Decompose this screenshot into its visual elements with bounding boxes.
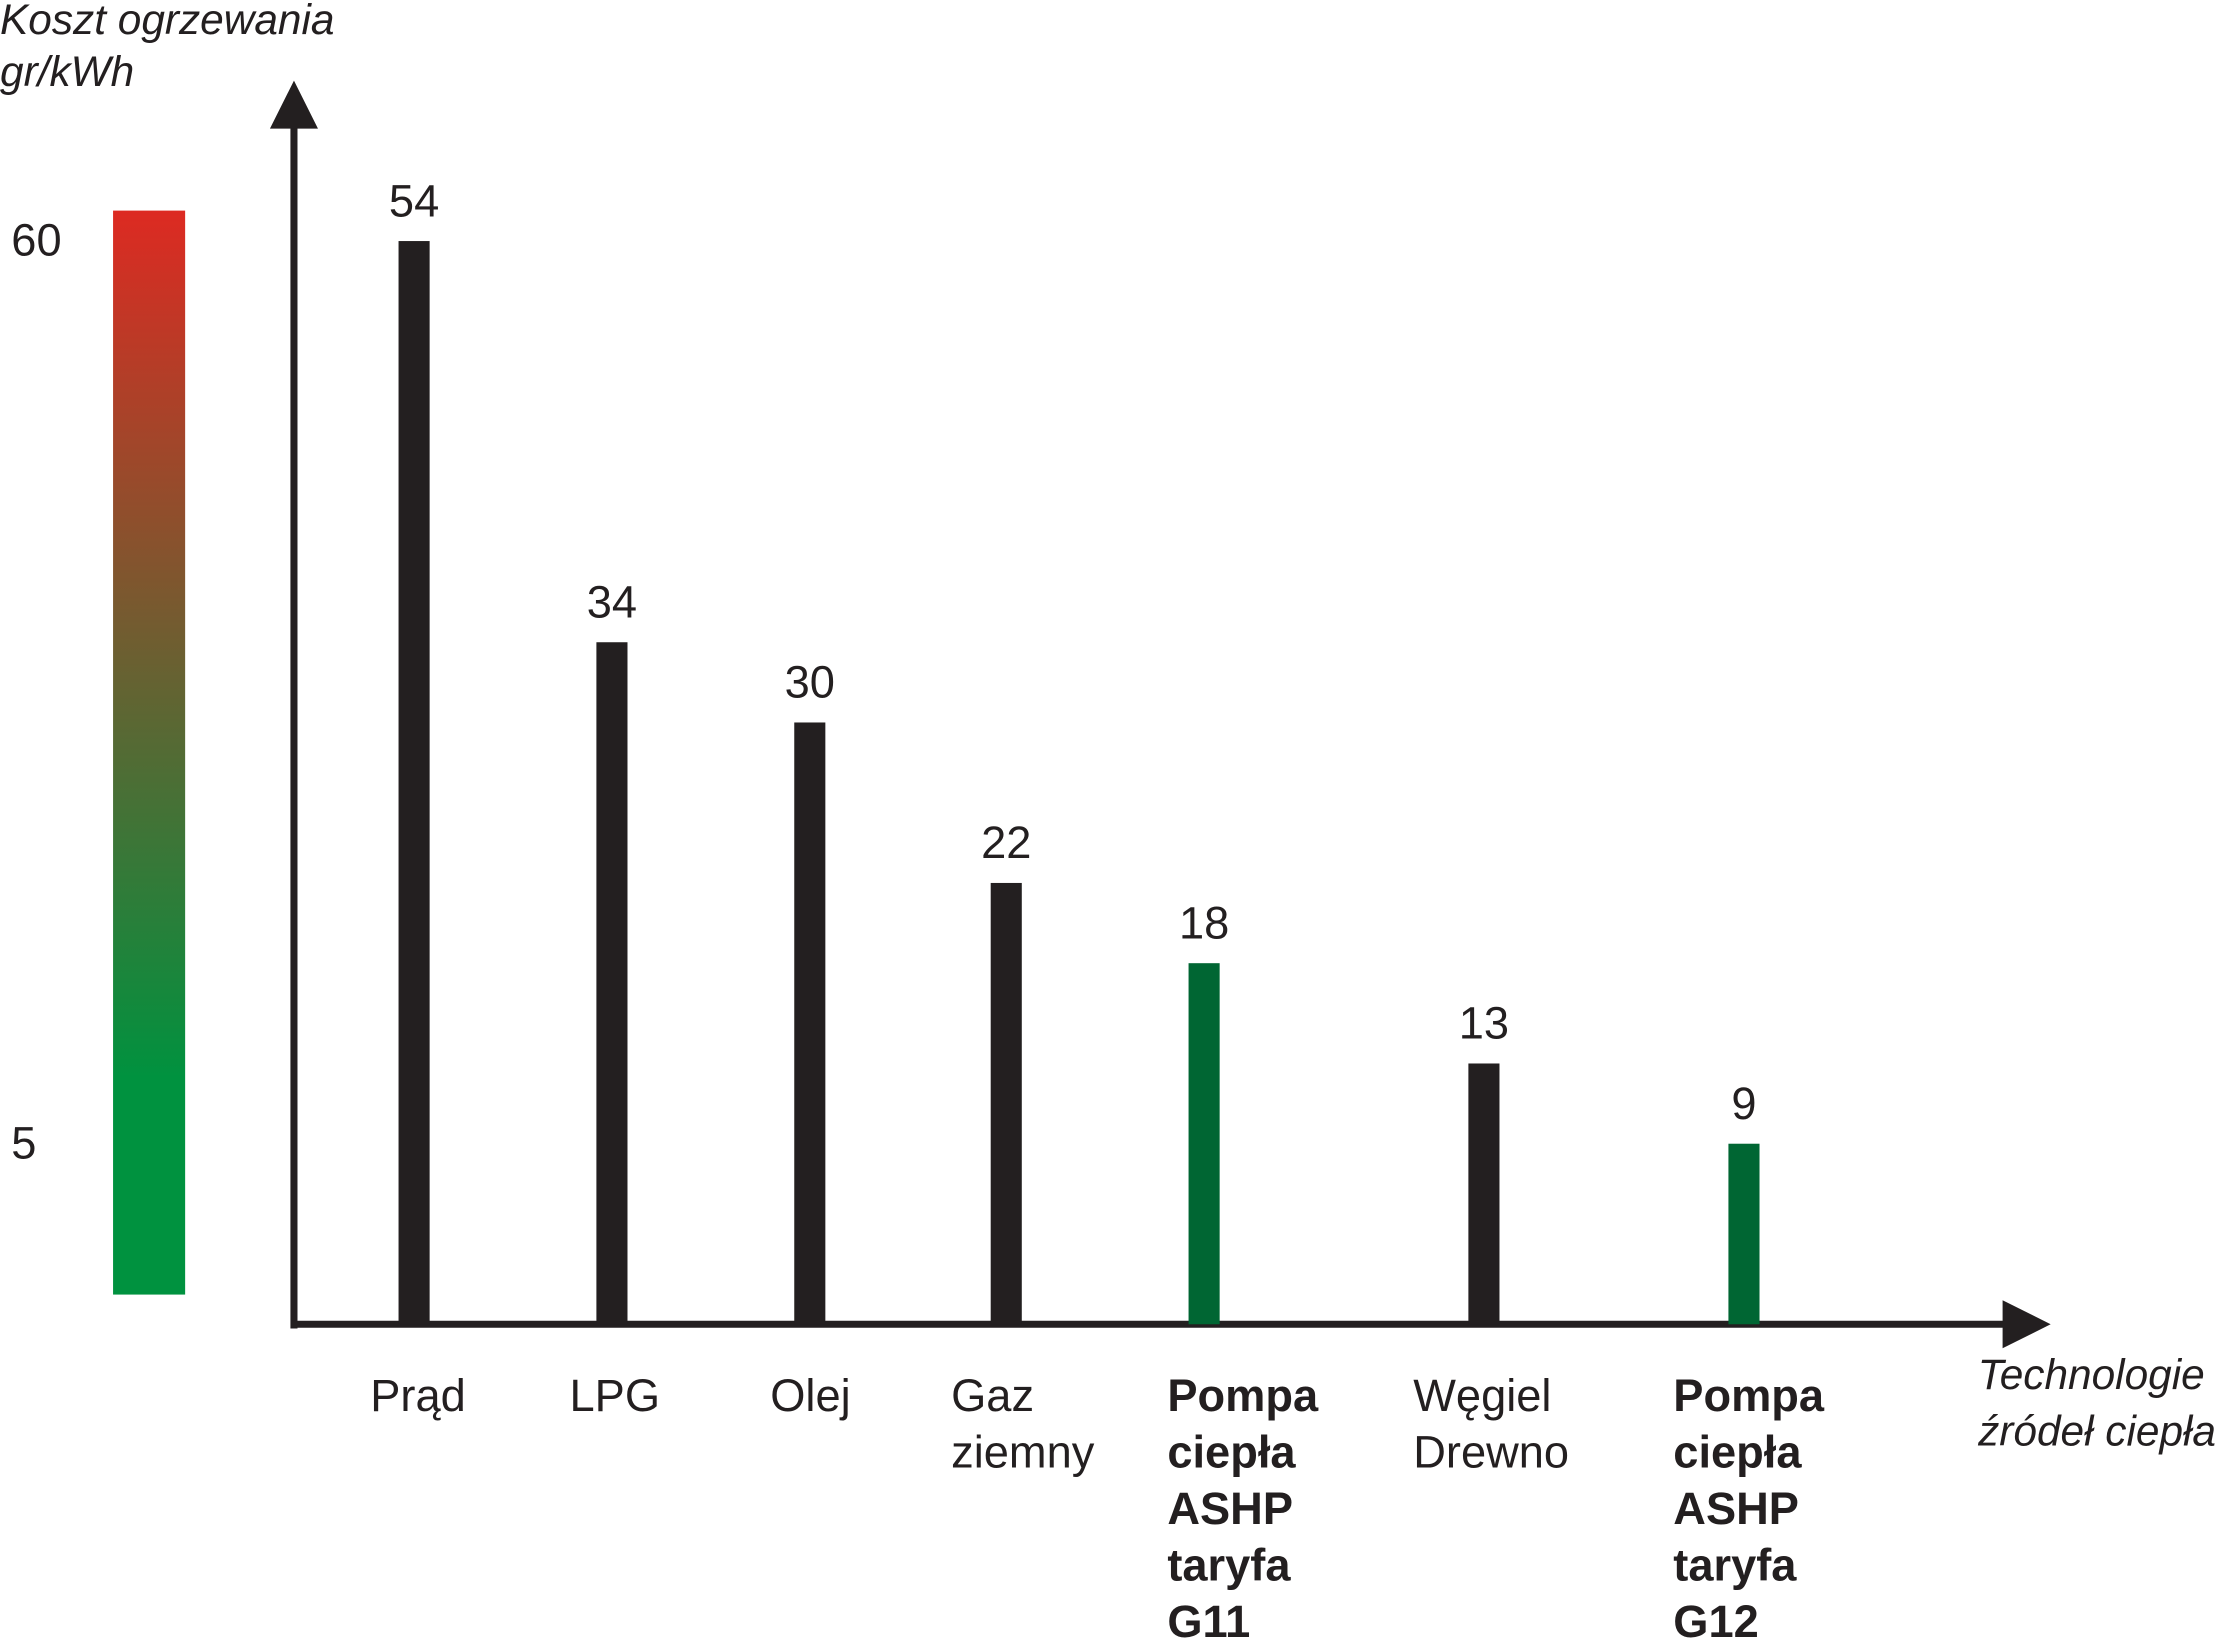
x-axis-label: Technologie bbox=[1978, 1351, 2205, 1398]
bar bbox=[1728, 1143, 1760, 1325]
x-tick-label: ciepła bbox=[1673, 1427, 1802, 1478]
value-label: 54 bbox=[389, 175, 439, 226]
x-tick-label: Gaz bbox=[951, 1370, 1034, 1421]
value-label: 18 bbox=[1179, 897, 1229, 948]
y-axis-arrow bbox=[269, 80, 318, 129]
x-tick-label: taryfa bbox=[1167, 1540, 1291, 1591]
x-tick-label: G12 bbox=[1673, 1596, 1758, 1640]
value-label: 30 bbox=[785, 657, 835, 708]
value-label: 13 bbox=[1459, 998, 1509, 1049]
bar bbox=[398, 241, 430, 1325]
bar bbox=[990, 882, 1022, 1325]
bar bbox=[1188, 963, 1220, 1325]
y-axis-label: gr/kWh bbox=[0, 48, 134, 95]
bar bbox=[794, 722, 826, 1325]
x-tick-label: G11 bbox=[1167, 1596, 1250, 1640]
bar bbox=[596, 642, 628, 1325]
x-tick-label: Pompa bbox=[1167, 1370, 1319, 1421]
x-axis-label: źródeł ciepła bbox=[1977, 1408, 2216, 1455]
x-axis-arrow bbox=[2002, 1300, 2051, 1349]
bar bbox=[1468, 1063, 1500, 1325]
x-tick-label: ziemny bbox=[951, 1427, 1095, 1478]
x-tick-label: Drewno bbox=[1413, 1427, 1569, 1478]
value-label: 22 bbox=[981, 817, 1031, 868]
colorbar-tick-label: 5 bbox=[11, 1118, 36, 1169]
x-tick-label: ASHP bbox=[1673, 1483, 1799, 1534]
x-tick-label: LPG bbox=[570, 1370, 660, 1421]
x-tick-label: ASHP bbox=[1167, 1483, 1293, 1534]
x-tick-label: Prąd bbox=[370, 1370, 466, 1421]
x-tick-label: ciepła bbox=[1167, 1427, 1296, 1478]
x-tick-label: Pompa bbox=[1673, 1370, 1825, 1421]
x-tick-label: taryfa bbox=[1673, 1540, 1797, 1591]
x-tick-label: Węgiel bbox=[1413, 1370, 1551, 1421]
x-tick-label: Olej bbox=[770, 1370, 850, 1421]
colorbar bbox=[113, 210, 186, 1295]
value-label: 9 bbox=[1731, 1078, 1756, 1129]
colorbar-tick-label: 60 bbox=[11, 214, 61, 265]
value-label: 34 bbox=[587, 576, 637, 627]
y-axis-label: Koszt ogrzewania bbox=[0, 0, 334, 43]
